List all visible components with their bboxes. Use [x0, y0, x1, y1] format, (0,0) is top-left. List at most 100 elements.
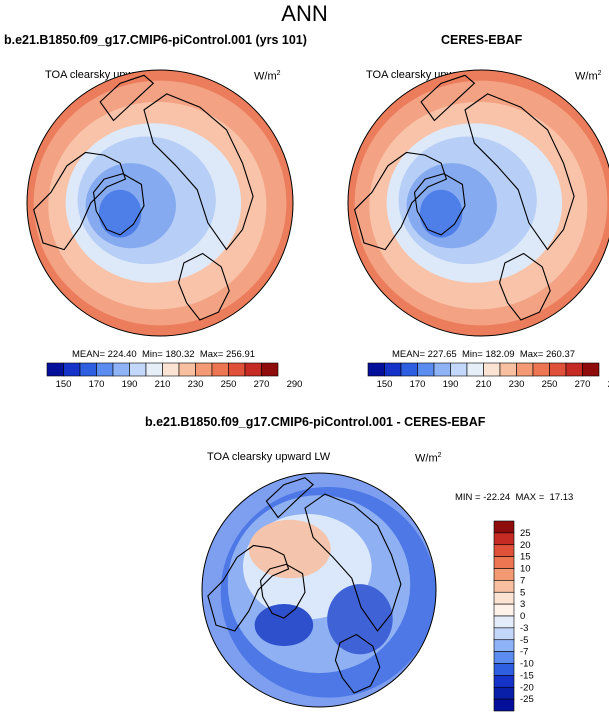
colorbar-3-tick-10: -7 [520, 647, 528, 658]
colorbar-3-box-3 [493, 556, 515, 569]
map-3-coast-alaska [265, 477, 314, 519]
panel-1-max-label: Max= [199, 349, 224, 360]
map-2-coast-siberia [464, 93, 575, 251]
panel-2-mean-value: 227.65 [427, 349, 457, 360]
map-3-coast-scandinavia [334, 633, 381, 694]
panel-2-max-value: 260.37 [545, 349, 576, 360]
colorbar-3-box-9 [493, 627, 515, 641]
map-3-field-4 [327, 584, 393, 655]
map-3-field-3 [248, 519, 331, 579]
colorbar-2-tick-3: 210 [476, 379, 492, 390]
panel-2-max-label: Max= [519, 349, 544, 360]
colorbar-1-tick-1: 170 [89, 379, 105, 390]
colorbar-2-tick-0: 150 [377, 379, 393, 390]
map-1-coast-siberia [143, 93, 254, 251]
panel-3-title: b.e21.B1850.f09_g17.CMIP6-piControl.001 … [145, 415, 486, 429]
panel-3-units-base: W/m [415, 452, 438, 465]
map-1-coast-canada [33, 151, 127, 251]
panel-3-units-exp: 2 [437, 452, 442, 459]
panel-1-units: W/m2 [254, 70, 281, 83]
colorbar-3-tick-4: 7 [520, 575, 525, 586]
colorbar-3-tick-12: -15 [520, 670, 534, 681]
panel-1-min-value: 180.32 [165, 349, 195, 360]
colorbar-3-box-2 [493, 544, 515, 557]
panel-3-min-label: MIN = [455, 492, 481, 503]
colorbar-2-tick-7: 290 [608, 379, 609, 390]
colorbar-3-box-11 [493, 651, 515, 664]
colorbar-2-tick-1: 170 [410, 379, 426, 390]
panel-1-max-value: 256.91 [225, 349, 256, 360]
colorbar-3-tick-14: -25 [520, 694, 534, 705]
map-2-coast-canada [353, 151, 448, 251]
map-3-field-5 [254, 604, 314, 647]
page-title: ANN [281, 1, 328, 26]
panel-1-title: b.e21.B1850.f09_g17.CMIP6-piControl.001 … [4, 33, 307, 47]
panel-1-units-base: W/m [254, 70, 277, 83]
colorbar-3-box-13 [493, 675, 515, 688]
colorbar-2-tick-5: 250 [542, 379, 558, 390]
colorbar-3-box-5 [493, 580, 515, 593]
colorbar-1-tick-3: 210 [155, 379, 171, 390]
colorbar-3-tick-8: -3 [520, 623, 528, 634]
colorbar-3-tick-3: 10 [520, 564, 531, 575]
map-1-frame [26, 69, 294, 337]
colorbar-3-tick-9: -5 [520, 635, 528, 646]
panel-2-units: W/m2 [575, 70, 602, 83]
map-1-coast-scandinavia [178, 252, 230, 321]
colorbar-2-tick-4: 230 [509, 379, 525, 390]
panel-3-variable-label: TOA clearsky upward LW [207, 451, 331, 463]
colorbar-3-box-8 [493, 615, 515, 629]
colorbar-1-tick-6: 270 [254, 379, 270, 390]
colorbar-3-box-1 [493, 532, 515, 546]
colorbar-1-tick-4: 230 [188, 379, 204, 390]
colorbar-3-box-14 [493, 686, 515, 700]
map-2-frame [347, 69, 609, 337]
panel-3-max-value: 17.13 [549, 492, 574, 503]
colorbar-1-tick-0: 150 [56, 379, 72, 390]
map-3-frame [201, 472, 437, 708]
colorbar-1-tick-7: 290 [287, 379, 303, 390]
panel-3-units: W/m2 [415, 452, 442, 465]
panel-2-stats: MEAN= 227.65 Min= 182.09 Max= 260.37 [392, 349, 575, 360]
map-2-field-5 [419, 189, 463, 238]
map-1-coast-greenland [92, 173, 145, 236]
colorbar-3-tick-1: 20 [520, 540, 531, 551]
colorbar-3-box-12 [493, 663, 515, 676]
map-1-coast-alaska [99, 74, 155, 122]
map-3-coast-siberia [304, 493, 402, 632]
panel-3-min-value: -22.24 [483, 492, 511, 503]
panel-3-max-label: MAX = [515, 492, 545, 503]
panel-2-units-base: W/m [575, 70, 598, 83]
colorbar-3-box-4 [493, 568, 515, 581]
colorbar-3-tick-2: 15 [520, 552, 531, 563]
panel-2-title: CERES-EBAF [441, 33, 523, 47]
map-2-coast-alaska [420, 74, 476, 122]
map-2-coast-greenland [413, 173, 466, 236]
panel-2-units-exp: 2 [597, 70, 602, 77]
map-2-coast-scandinavia [499, 252, 551, 321]
colorbar-3-box-0 [493, 520, 515, 534]
colorbar-1-box-13 [261, 362, 279, 377]
colorbar-3-box-15 [493, 698, 515, 712]
colorbar-1-tick-5: 250 [221, 379, 237, 390]
colorbar-3-box-7 [493, 603, 515, 617]
colorbar-3-tick-5: 5 [520, 587, 525, 598]
colorbar-3-box-6 [493, 591, 515, 605]
colorbar-3-tick-7: 0 [520, 611, 525, 622]
colorbar-3-tick-6: 3 [520, 599, 525, 610]
colorbar-1-tick-2: 190 [122, 379, 138, 390]
panel-3-stats: MIN = -22.24 MAX = 17.13 [455, 492, 573, 503]
panel-1-stats: MEAN= 224.40 Min= 180.32 Max= 256.91 [72, 349, 255, 360]
panel-1-mean-label: MEAN= [72, 349, 105, 360]
panel-2-min-label: Min= [461, 349, 483, 360]
colorbar-3-tick-0: 25 [520, 528, 531, 539]
panel-1-mean-value: 224.40 [107, 349, 137, 360]
map-1-field-5 [98, 189, 142, 238]
panel-1-min-label: Min= [141, 349, 163, 360]
